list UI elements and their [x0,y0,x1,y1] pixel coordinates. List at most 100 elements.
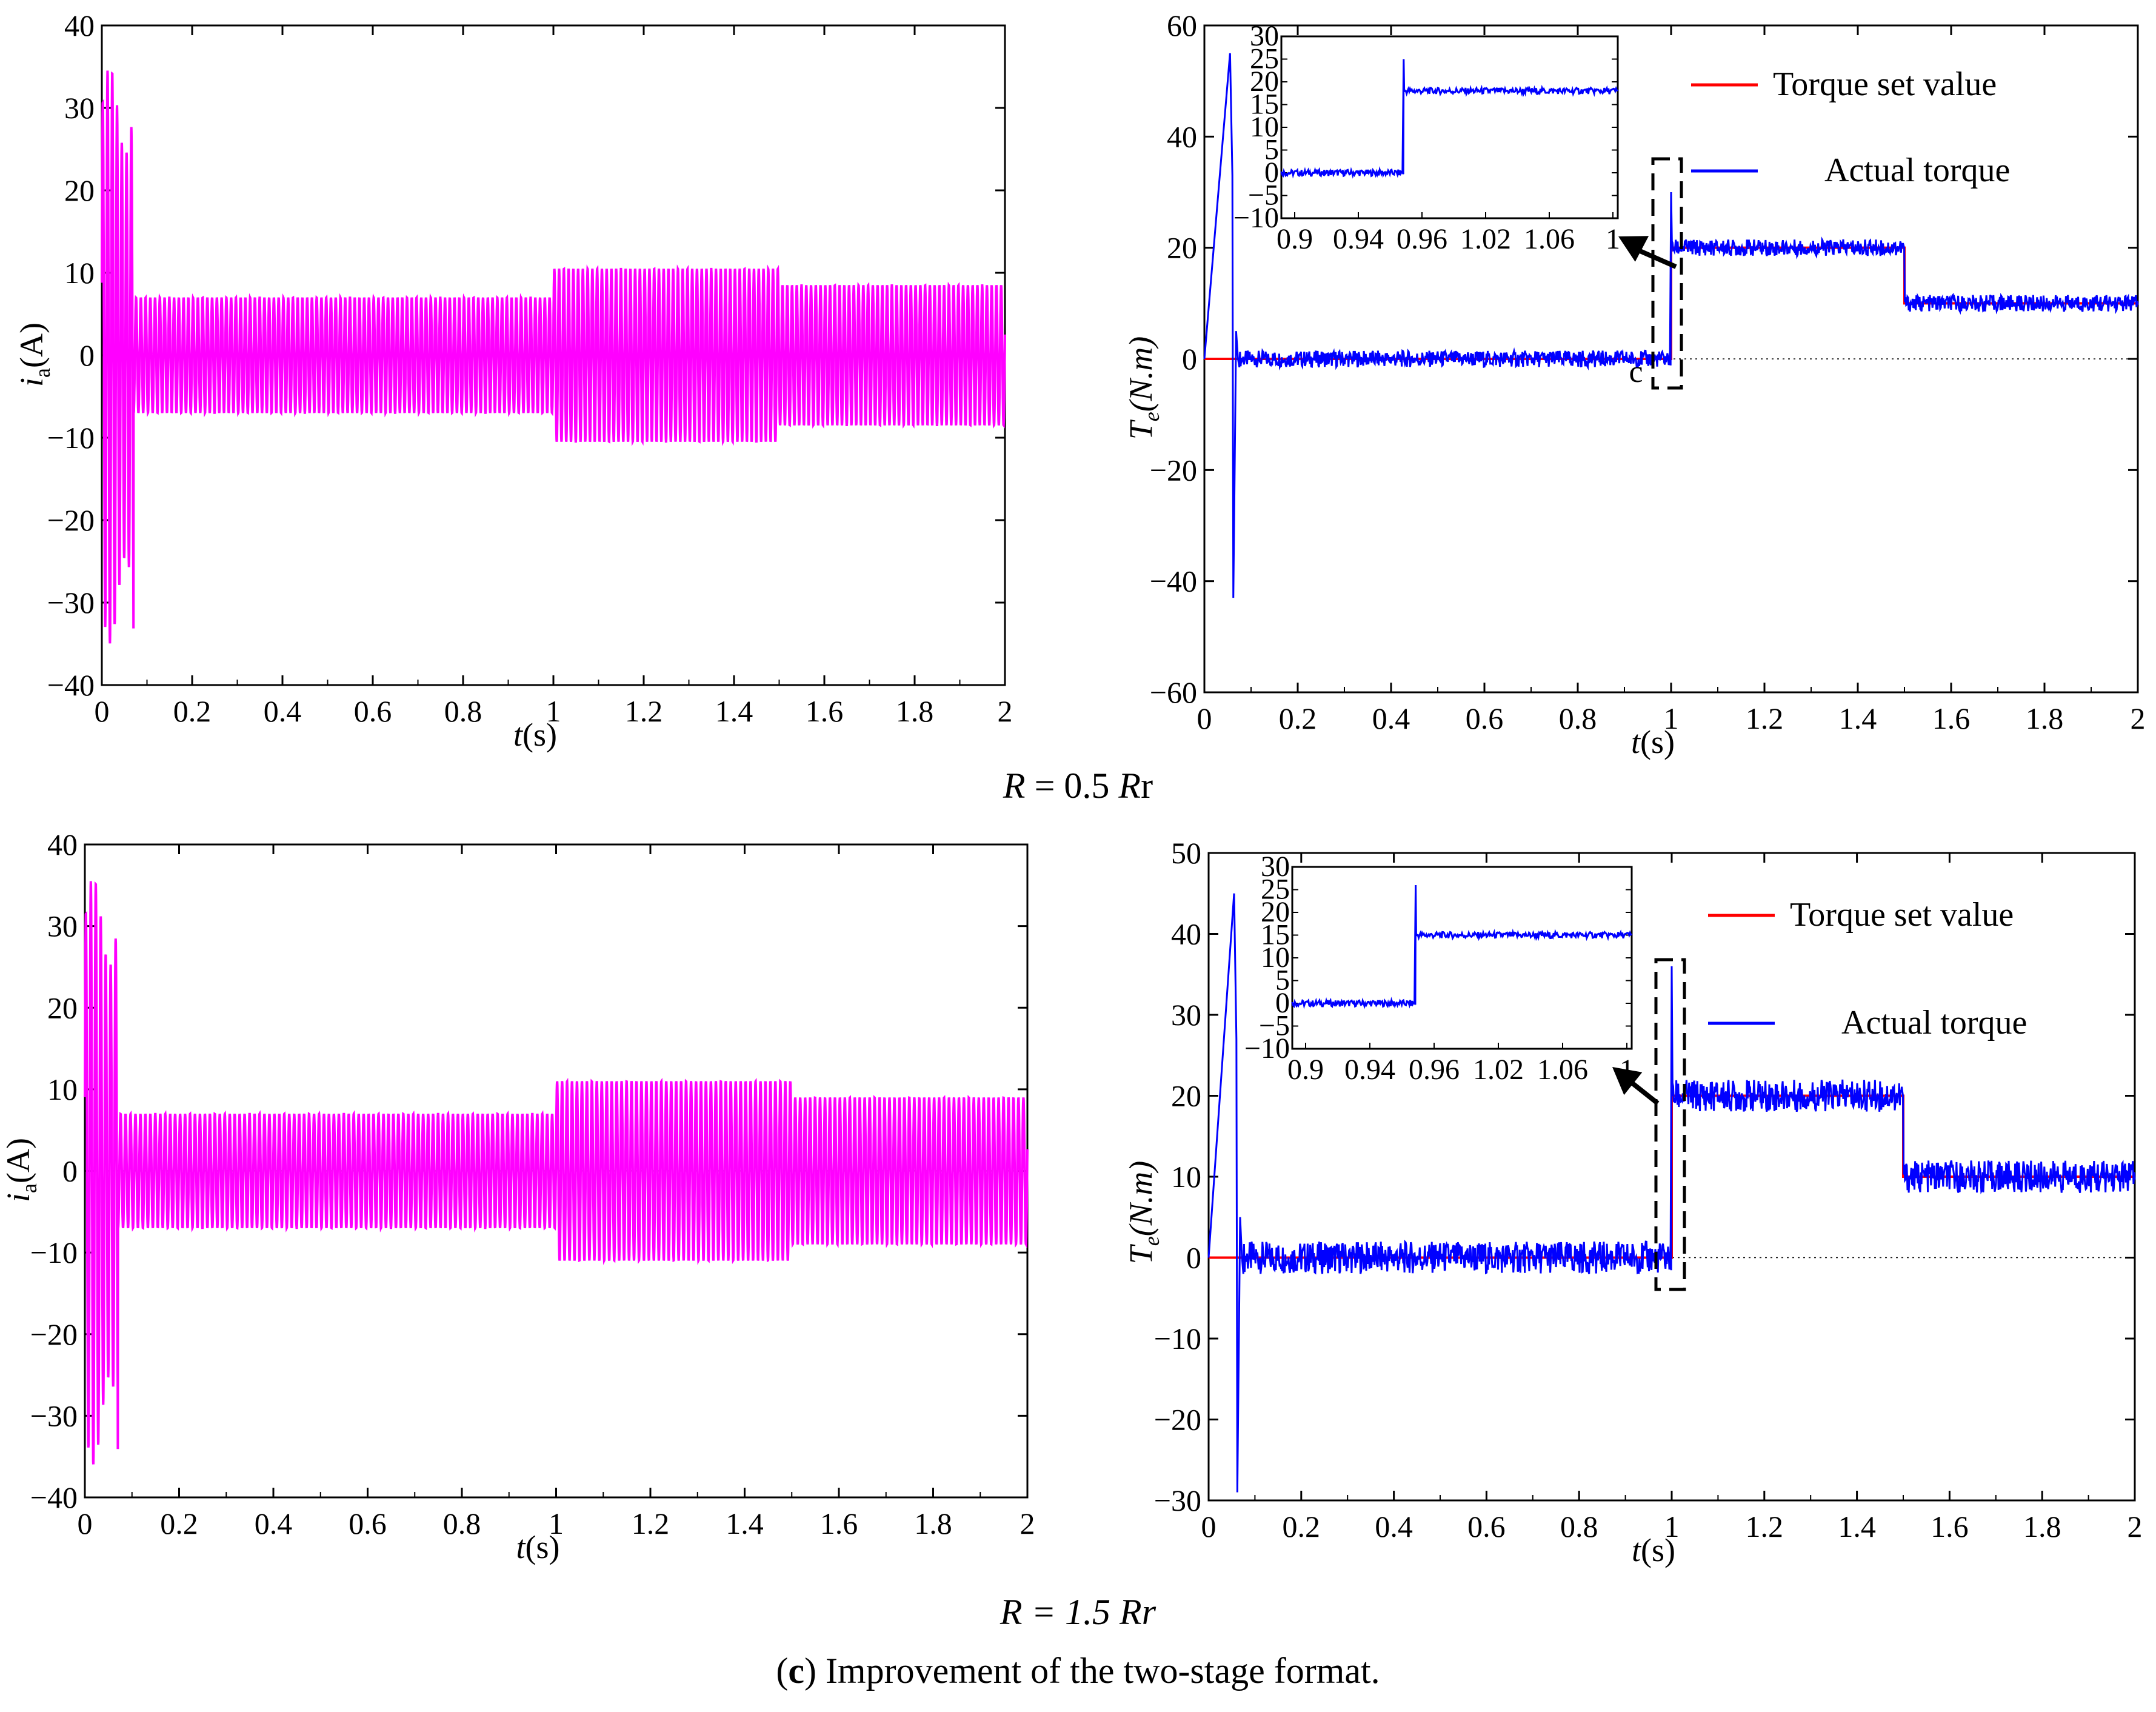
x-tick-label: 1 [1664,701,1679,735]
inset-y-tick-label: 5 [1264,134,1279,166]
inset-x-tick-label: 1 [1606,223,1620,255]
y-tick-label: 20 [1171,1079,1201,1113]
x-tick-label: 0.8 [443,1506,481,1540]
y-axis-label: Te(N.m) [1123,336,1164,440]
x-tick-label: 1.6 [1931,1510,1969,1543]
x-tick-label: 1.8 [2026,701,2064,735]
inset-y-tick-label: 20 [1250,65,1279,98]
y-tick-label: 40 [47,828,78,861]
y-tick-label: −20 [47,503,95,537]
chart-torque_a: 0 0.2 0.4 0.6 0.8 1 1.2 1.4 1.6 1.8 2 −60 −40 −20 0 20 4… [1123,8,2146,760]
y-tick-label: −30 [47,586,95,620]
x-axis-label: t(s) [513,717,557,753]
y-tick-label: −10 [1154,1322,1201,1356]
y-tick-label: −40 [47,668,95,702]
chart-torque_b: 0 0.2 0.4 0.6 0.8 1 1.2 1.4 1.6 1.8 2−30−20−100102… [1123,836,2143,1568]
y-tick-label: 0 [79,338,95,372]
zoom-box [1654,958,1686,1291]
row2-caption: R = 1.5 Rr [1000,1592,1156,1632]
inset-y-tick-label: 25 [1261,874,1290,906]
y-tick-label: 20 [1167,231,1197,265]
y-tick-label: −10 [47,421,95,455]
x-tick-label: 1.8 [896,694,934,728]
inset-torque-line [1280,59,1618,179]
x-tick-label: 0.6 [1466,701,1504,735]
x-tick-label: 0.4 [1372,701,1410,735]
x-tick-label: 0.4 [264,694,302,728]
zoom-box [1651,157,1683,390]
y-tick-label: 10 [47,1072,78,1106]
x-tick-label: 0.2 [1283,1510,1321,1543]
x-tick-label: 0.8 [1560,1510,1598,1543]
y-tick-label: −60 [1150,675,1197,709]
inset-y-tick-label: −5 [1259,1010,1290,1042]
x-tick-label: 1 [546,694,561,728]
inset-y-tick-label: 5 [1275,965,1290,997]
y-axis-label: Te(N.m) [1123,1161,1164,1265]
current-series-line [101,70,1006,644]
inset-x-tick-label: 0.96 [1409,1054,1460,1086]
inset-y-tick-label: 30 [1250,20,1279,52]
inset-x-tick-label: 1.06 [1524,223,1575,255]
y-tick-label: 30 [1171,998,1201,1032]
current-series-line [84,881,1029,1465]
inset-y-tick-label: −5 [1248,179,1279,212]
y-tick-label: 30 [64,91,95,125]
chart-current_a: 0 0.2 0.4 0.6 0.8 1 1.2 1.4 1.6 1.8 2 −40 −30 −20 −10 0… [13,8,1013,753]
inset-x-tick-label: 0.96 [1397,223,1447,255]
x-tick-label: 1 [1664,1510,1680,1543]
y-tick-label: 20 [64,173,95,207]
y-tick-label: 60 [1167,8,1197,42]
legend-label: Actual torque [1841,1004,2027,1042]
y-tick-label: 0 [62,1154,78,1188]
y-axis-label: ia(A) [0,1138,41,1202]
inset-y-tick-label: −10 [1233,202,1279,234]
y-tick-label: −20 [1154,1403,1201,1437]
inset-y-tick-label: 10 [1261,941,1290,974]
x-tick-label: 2 [998,694,1013,728]
x-tick-label: 2 [2128,1510,2143,1543]
inset-y-tick-label: 15 [1250,89,1279,121]
y-tick-label: −40 [30,1480,78,1514]
x-tick-label: 0.8 [444,694,482,728]
zoom-arrow-head [1618,236,1649,262]
legend-label: Torque set value [1790,896,2014,934]
y-tick-label: 40 [1171,917,1201,951]
x-tick-label: 0.4 [1375,1510,1413,1543]
x-tick-label: 0.6 [349,1506,387,1540]
x-tick-label: 1.4 [1838,1510,1876,1543]
x-axis-label: t(s) [516,1529,560,1565]
x-tick-label: 0 [1197,701,1212,735]
inset-y-tick-label: 0 [1275,987,1290,1019]
inset-frame [1280,35,1619,219]
x-tick-label: 2 [2131,701,2146,735]
x-tick-label: 1.2 [632,1506,670,1540]
y-tick-label: 40 [64,8,95,42]
x-tick-label: 0 [1201,1510,1217,1543]
inset-x-tick-label: 0.9 [1277,223,1313,255]
zoom-arrow-head [1612,1067,1643,1095]
x-tick-label: 0.6 [354,694,392,728]
chart-current_b: 0 0.2 0.4 0.6 0.8 1 1.2 1.4 1.6 1.8 2 −40 −30 −20 −10 0… [0,828,1035,1565]
inset-y-tick-label: −10 [1244,1032,1290,1065]
inset-x-tick-label: 0.94 [1333,223,1384,255]
x-tick-label: 1.6 [820,1506,858,1540]
legend-label: Torque set value [1773,65,1997,103]
x-tick-label: 1.6 [806,694,844,728]
y-tick-label: 10 [64,256,95,290]
x-tick-label: 2 [1020,1506,1035,1540]
x-axis-label: t(s) [1631,724,1675,760]
x-tick-label: 1 [549,1506,564,1540]
y-tick-label: 50 [1171,836,1201,870]
x-tick-label: 1.2 [625,694,663,728]
inset-y-tick-label: 0 [1264,156,1279,189]
inset-y-tick-label: 20 [1261,896,1290,928]
x-tick-label: 0.8 [1559,701,1597,735]
x-tick-label: 0 [95,694,110,728]
actual-torque-series-line [1203,53,2139,598]
inset-y-tick-label: 25 [1250,43,1279,75]
actual-torque-series-line [1207,893,2136,1493]
inset-y-tick-label: 15 [1261,919,1290,951]
x-axis-label: t(s) [1632,1532,1675,1568]
